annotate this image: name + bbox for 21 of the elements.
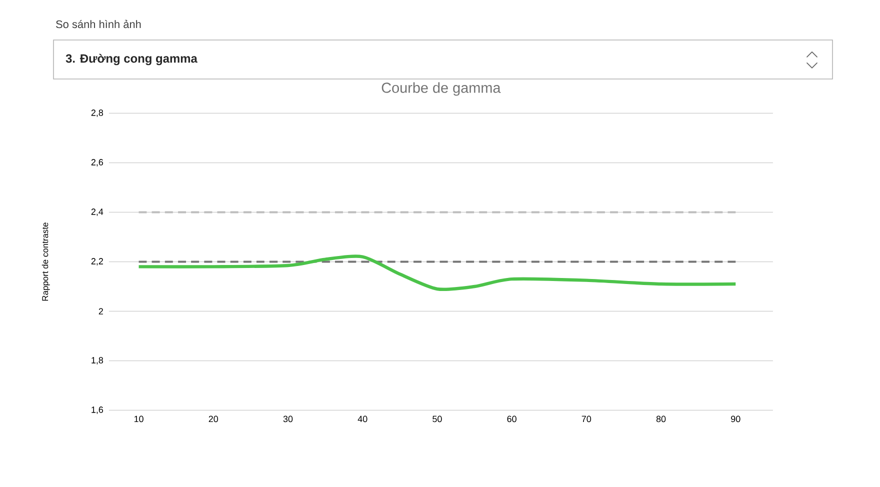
y-tick-label: 2,8: [91, 110, 104, 117]
x-tick-label: 30: [283, 416, 293, 422]
x-tick-label: 50: [432, 416, 442, 422]
y-tick-label: 2,4: [91, 208, 104, 216]
text: 3. Đường cong gamma: [66, 54, 198, 66]
y-tick-label: 2,2: [91, 258, 103, 266]
y-tick-label: 2,6: [91, 159, 104, 166]
y-tick-label: 1,8: [92, 357, 104, 364]
x-tick-label: 70: [582, 416, 592, 422]
chart-title: Courbe de gamma: [382, 82, 501, 96]
y-axis-title: Rapport de contraste: [42, 222, 50, 301]
line-series: [137, 254, 738, 292]
x-tick-label: 60: [507, 416, 516, 422]
x-tick-label: 20: [208, 416, 218, 422]
x-tick-label: 90: [731, 416, 740, 422]
x-tick-label: 80: [656, 416, 666, 422]
text: So sánh hình ảnh: [56, 20, 141, 28]
y-tick-label: 2: [98, 308, 103, 314]
x-tick-label: 40: [358, 416, 368, 422]
y-tick-label: 1,6: [92, 406, 104, 414]
x-tick-label: 10: [134, 416, 144, 422]
